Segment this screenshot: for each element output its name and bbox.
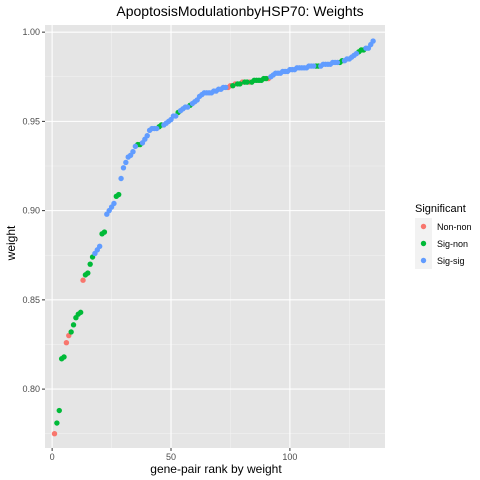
point-sig-non bbox=[77, 309, 84, 316]
point-sig-sig bbox=[132, 143, 139, 150]
point-sig-sig bbox=[184, 104, 191, 110]
point-sig-sig bbox=[96, 243, 103, 250]
legend-title: Significant bbox=[415, 203, 466, 215]
x-tick-label: 100 bbox=[282, 452, 297, 462]
point-sig-sig bbox=[130, 149, 136, 155]
minor-gridlines bbox=[45, 25, 385, 448]
point-sig-sig bbox=[111, 200, 117, 207]
point-sig-sig bbox=[123, 159, 129, 166]
legend-item-sig-sig: Sig-sig bbox=[415, 252, 465, 269]
chart-title: ApoptosisModulationbyHSP70: Weights bbox=[116, 3, 363, 19]
point-sig-non bbox=[70, 322, 77, 328]
point-sig-sig bbox=[144, 132, 150, 139]
data-points bbox=[51, 38, 376, 437]
x-axis-title: gene-pair rank by weight bbox=[150, 462, 282, 476]
point-sig-sig bbox=[353, 50, 360, 57]
legend-label-sig-sig: Sig-sig bbox=[437, 256, 465, 266]
point-non-non bbox=[63, 339, 70, 346]
point-sig-non bbox=[54, 420, 60, 426]
point-sig-sig bbox=[222, 84, 229, 91]
legend-swatch-non-non bbox=[420, 223, 427, 230]
point-sig-sig bbox=[334, 59, 341, 66]
legend: Significant Non-non Sig-non Sig-sig bbox=[415, 203, 472, 269]
y-axis: 0.80 0.85 0.90 0.95 1.00 bbox=[22, 27, 45, 394]
legend-label-sig-non: Sig-non bbox=[437, 239, 468, 249]
x-tick-label: 50 bbox=[166, 452, 176, 462]
point-sig-non bbox=[85, 270, 91, 276]
point-sig-sig bbox=[370, 38, 376, 44]
legend-swatch-sig-non bbox=[420, 240, 427, 247]
y-axis-title: weight bbox=[4, 225, 18, 261]
x-axis: 0 50 100 bbox=[50, 448, 297, 462]
legend-item-sig-non: Sig-non bbox=[415, 235, 468, 252]
plot-panel bbox=[45, 25, 385, 448]
point-non-non bbox=[51, 431, 58, 437]
point-sig-sig bbox=[310, 63, 317, 69]
point-sig-non bbox=[56, 407, 62, 414]
point-sig-non bbox=[263, 75, 269, 82]
point-sig-sig bbox=[173, 113, 179, 119]
point-non-non bbox=[80, 277, 86, 283]
x-tick-label: 0 bbox=[50, 452, 55, 462]
point-sig-sig bbox=[118, 175, 124, 182]
point-sig-non bbox=[116, 191, 122, 198]
legend-label-non-non: Non-non bbox=[437, 222, 472, 232]
point-sig-non bbox=[87, 261, 93, 267]
point-sig-non bbox=[101, 229, 108, 235]
y-tick-label: 0.85 bbox=[22, 295, 40, 305]
point-sig-sig bbox=[120, 165, 127, 171]
point-sig-sig bbox=[154, 125, 160, 132]
legend-swatch-sig-sig bbox=[420, 257, 427, 264]
major-gridlines bbox=[45, 25, 385, 448]
point-sig-non bbox=[61, 354, 67, 360]
y-tick-label: 0.95 bbox=[22, 116, 40, 126]
legend-item-non-non: Non-non bbox=[415, 218, 472, 235]
point-sig-non bbox=[230, 82, 236, 89]
point-sig-non bbox=[68, 329, 74, 335]
point-sig-non bbox=[244, 79, 250, 85]
y-tick-label: 1.00 bbox=[22, 27, 40, 37]
point-sig-non bbox=[237, 81, 243, 87]
y-tick-label: 0.80 bbox=[22, 384, 40, 394]
y-tick-label: 0.90 bbox=[22, 206, 40, 216]
